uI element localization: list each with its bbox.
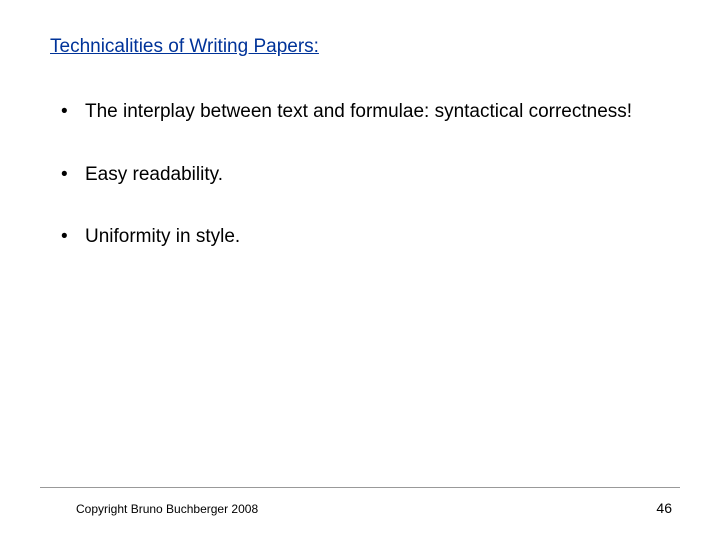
list-item: • Easy readability. [55, 163, 655, 188]
slide: Technicalities of Writing Papers: • The … [0, 0, 720, 540]
bullet-icon: • [55, 100, 85, 125]
footer-divider [40, 487, 680, 488]
bullet-text: The interplay between text and formulae:… [85, 100, 655, 125]
bullet-text: Uniformity in style. [85, 225, 655, 250]
bullet-list: • The interplay between text and formula… [55, 100, 655, 288]
page-number: 46 [656, 500, 672, 516]
bullet-icon: • [55, 225, 85, 250]
bullet-text: Easy readability. [85, 163, 655, 188]
list-item: • The interplay between text and formula… [55, 100, 655, 125]
bullet-icon: • [55, 163, 85, 188]
slide-title: Technicalities of Writing Papers: [50, 36, 319, 58]
list-item: • Uniformity in style. [55, 225, 655, 250]
copyright-text: Copyright Bruno Buchberger 2008 [76, 502, 258, 516]
